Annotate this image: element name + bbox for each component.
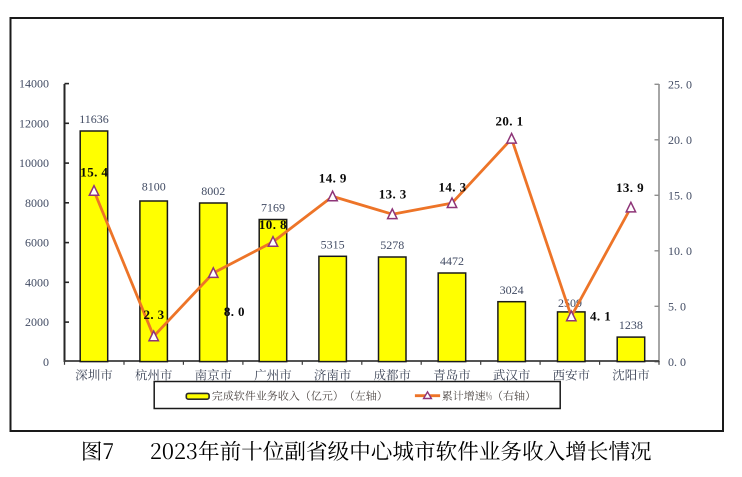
- svg-text:1238: 1238: [619, 318, 643, 332]
- svg-text:0: 0: [43, 355, 49, 369]
- svg-text:7169: 7169: [261, 201, 285, 215]
- svg-text:4. 1: 4. 1: [590, 308, 611, 323]
- svg-text:4000: 4000: [25, 275, 49, 289]
- svg-text:8002: 8002: [201, 184, 225, 198]
- svg-text:14. 3: 14. 3: [439, 179, 467, 194]
- svg-text:20. 1: 20. 1: [496, 113, 524, 128]
- svg-text:5. 0: 5. 0: [668, 299, 686, 313]
- svg-text:13. 3: 13. 3: [379, 187, 407, 202]
- svg-text:11636: 11636: [79, 112, 109, 126]
- svg-text:14000: 14000: [19, 77, 49, 91]
- svg-text:3024: 3024: [500, 283, 524, 297]
- svg-text:15. 4: 15. 4: [80, 165, 108, 180]
- svg-text:15. 0: 15. 0: [668, 188, 692, 202]
- svg-text:25. 0: 25. 0: [668, 77, 692, 91]
- svg-text:8. 0: 8. 0: [224, 304, 245, 319]
- svg-text:12000: 12000: [19, 116, 49, 130]
- svg-text:8000: 8000: [25, 196, 49, 210]
- svg-text:6000: 6000: [25, 236, 49, 250]
- svg-text:8100: 8100: [142, 180, 166, 194]
- svg-text:10000: 10000: [19, 156, 49, 170]
- svg-text:2000: 2000: [25, 315, 49, 329]
- svg-text:4472: 4472: [440, 254, 464, 268]
- svg-text:13. 9: 13. 9: [616, 180, 644, 195]
- svg-text:5315: 5315: [321, 237, 345, 251]
- svg-text:2. 3: 2. 3: [143, 307, 164, 322]
- svg-text:14. 9: 14. 9: [319, 170, 347, 185]
- svg-text:10. 0: 10. 0: [668, 244, 692, 258]
- svg-text:20. 0: 20. 0: [668, 133, 692, 147]
- svg-text:5278: 5278: [380, 238, 404, 252]
- svg-text:10. 8: 10. 8: [259, 217, 287, 232]
- svg-text:0. 0: 0. 0: [668, 355, 686, 369]
